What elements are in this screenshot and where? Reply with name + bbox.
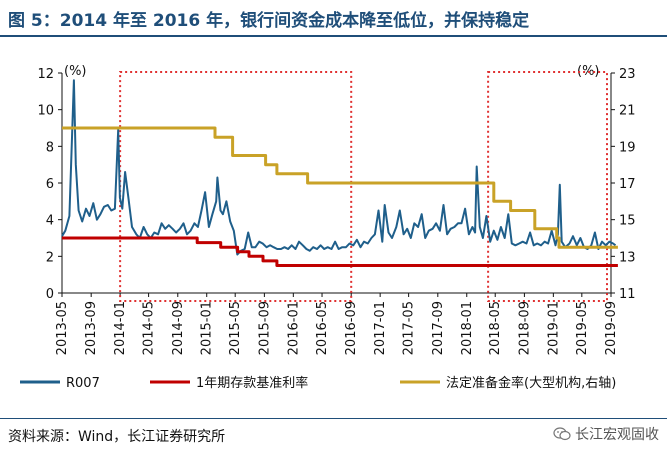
right-tick-label: 21 — [619, 104, 636, 119]
x-tick-label: 2015-05 — [228, 301, 243, 355]
x-tick-label: 2014-01 — [113, 301, 128, 355]
x-tick-label: 2017-09 — [431, 301, 446, 355]
left-tick-label: 10 — [37, 104, 54, 119]
x-tick-label: 2014-05 — [142, 301, 157, 355]
legend: R007 1年期存款基准利率 法定准备金率(大型机构,右轴) — [20, 375, 616, 391]
legend-label: 1年期存款基准利率 — [196, 375, 308, 391]
x-tick-label: 2016-05 — [315, 301, 330, 355]
wechat-icon — [553, 427, 571, 441]
x-tick-label: 2013-05 — [55, 301, 70, 355]
x-tick-label: 2019-05 — [575, 301, 590, 355]
x-tick-label: 2018-05 — [488, 301, 503, 355]
x-tick-label: 2015-09 — [257, 301, 272, 355]
right-tick-label: 19 — [619, 140, 636, 155]
source-note: 资料来源：Wind，长江证券研究所 — [8, 429, 226, 445]
x-tick-label: 2019-09 — [604, 301, 619, 355]
right-tick-label: 15 — [619, 214, 636, 229]
right-tick-label: 11 — [619, 287, 636, 302]
chart-title: 图 5：2014 年至 2016 年，银行间资金成本降至低位，并保持稳定 — [8, 11, 530, 31]
left-tick-label: 8 — [46, 140, 54, 155]
x-tick-label: 2019-01 — [546, 301, 561, 355]
legend-label: R007 — [66, 376, 100, 391]
x-tick-label: 2015-01 — [200, 301, 215, 355]
x-tick-label: 2016-01 — [286, 301, 301, 355]
x-tick-label: 2013-09 — [84, 301, 99, 355]
highlight-box — [487, 71, 609, 302]
right-tick-label: 23 — [619, 67, 636, 82]
right-tick-label: 13 — [619, 250, 636, 265]
legend-label: 法定准备金率(大型机构,右轴) — [446, 375, 616, 391]
x-tick-label: 2018-09 — [517, 301, 532, 355]
r007-line — [61, 79, 617, 256]
left-tick-label: 2 — [46, 250, 54, 265]
x-tick-label: 2017-01 — [373, 301, 388, 355]
brand-name: 长江宏观固收 — [575, 427, 659, 443]
left-tick-label: 0 — [46, 287, 54, 302]
right-tick-label: 17 — [619, 177, 636, 192]
left-tick-label: 6 — [46, 177, 54, 192]
x-tick-label: 2016-09 — [344, 301, 359, 355]
brand: 长江宏观固收 — [553, 424, 659, 444]
x-tick-label: 2017-05 — [402, 301, 417, 355]
left-unit-label: (%) — [64, 64, 87, 79]
footer-divider — [0, 418, 667, 419]
deposit-rate-line — [62, 236, 618, 267]
series-lines — [61, 79, 618, 267]
left-tick-label: 4 — [46, 214, 54, 229]
reserve-ratio-line — [62, 126, 618, 249]
left-tick-label: 12 — [37, 67, 54, 82]
x-tick-label: 2014-09 — [171, 301, 186, 355]
title-divider — [0, 35, 667, 37]
x-tick-label: 2018-01 — [460, 301, 475, 355]
